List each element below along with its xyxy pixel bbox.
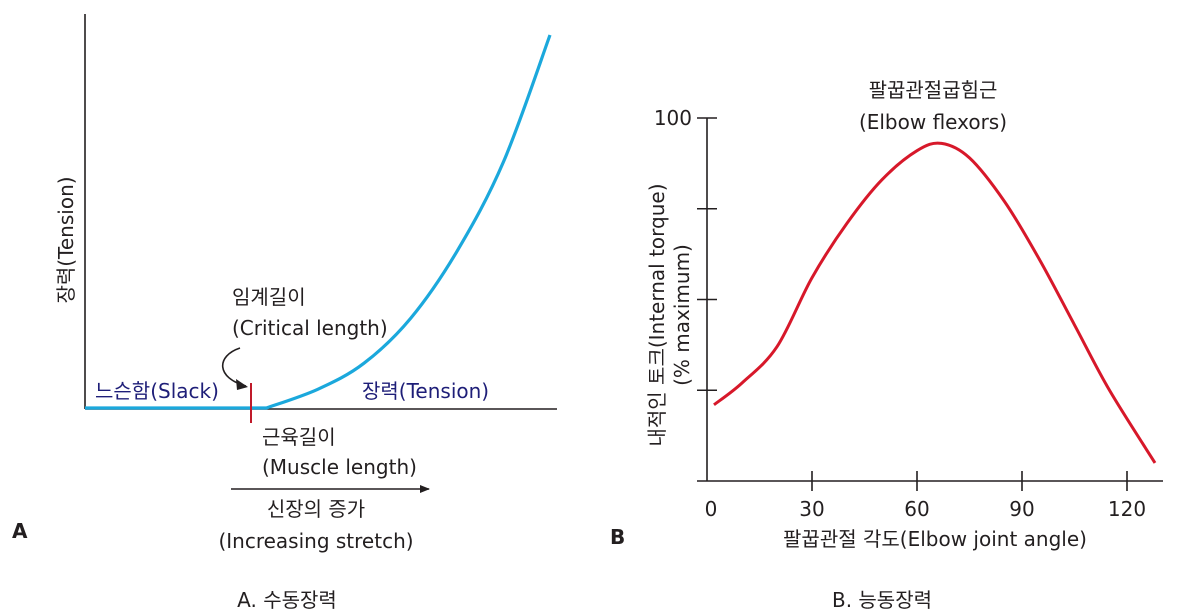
panel-b-x-ticks: 0 30 60 90 120: [705, 471, 1146, 521]
panel-b-title-ko: 팔꿉관절굽힘근: [869, 78, 998, 102]
panel-a-caption: A. 수동장력: [237, 588, 337, 612]
slack-label: 느슨함(Slack): [95, 379, 219, 403]
panel-b-y-axis-label-line2: (% maximum): [670, 244, 694, 386]
panel-a-y-axis-label: 장력(Tension): [54, 176, 78, 303]
critical-length-pointer-arrow: [221, 347, 247, 387]
panel-b-x-axis-label: 팔꿉관절 각도(Elbow joint angle): [783, 527, 1087, 551]
x-tick-label: 60: [904, 497, 929, 521]
panel-a: 장력(Tension) 임계길이 (Critical length) 느슨함(S…: [12, 14, 557, 612]
panel-a-letter: A: [12, 519, 28, 543]
panel-b-caption: B. 능동장력: [832, 588, 932, 612]
increasing-stretch-label-en: (Increasing stretch): [218, 529, 413, 553]
panel-a-x-axis-label-en: (Muscle length): [262, 455, 417, 479]
panel-b-y-ticks: [697, 117, 717, 392]
x-tick-label: 90: [1009, 497, 1034, 521]
critical-length-label-en: (Critical length): [232, 316, 388, 340]
x-tick-label: 120: [1108, 497, 1146, 521]
increasing-stretch-label-ko: 신장의 증가: [267, 497, 365, 521]
x-tick-label: 30: [799, 497, 824, 521]
y-tick-label-100: 100: [654, 106, 692, 130]
tension-curve-label: 장력(Tension): [362, 379, 489, 403]
panel-b: 0 30 60 90 120 100 팔꿉관절굽힘근 (Elbow flexors) 내…: [610, 78, 1163, 612]
panel-b-y-axis-label-line1: 내적인 토크(Internal torque): [645, 183, 669, 446]
panel-b-letter: B: [610, 525, 625, 549]
elbow-flexor-torque-curve: [713, 141, 1157, 464]
critical-length-pointer-arrowhead: [236, 379, 248, 390]
panel-a-x-axis-label-ko: 근육길이: [262, 425, 336, 449]
critical-length-label-ko: 임계길이: [232, 285, 306, 309]
panel-b-title-en: (Elbow flexors): [859, 110, 1007, 134]
x-tick-label: 0: [705, 497, 718, 521]
passive-tension-curve: [85, 34, 552, 410]
